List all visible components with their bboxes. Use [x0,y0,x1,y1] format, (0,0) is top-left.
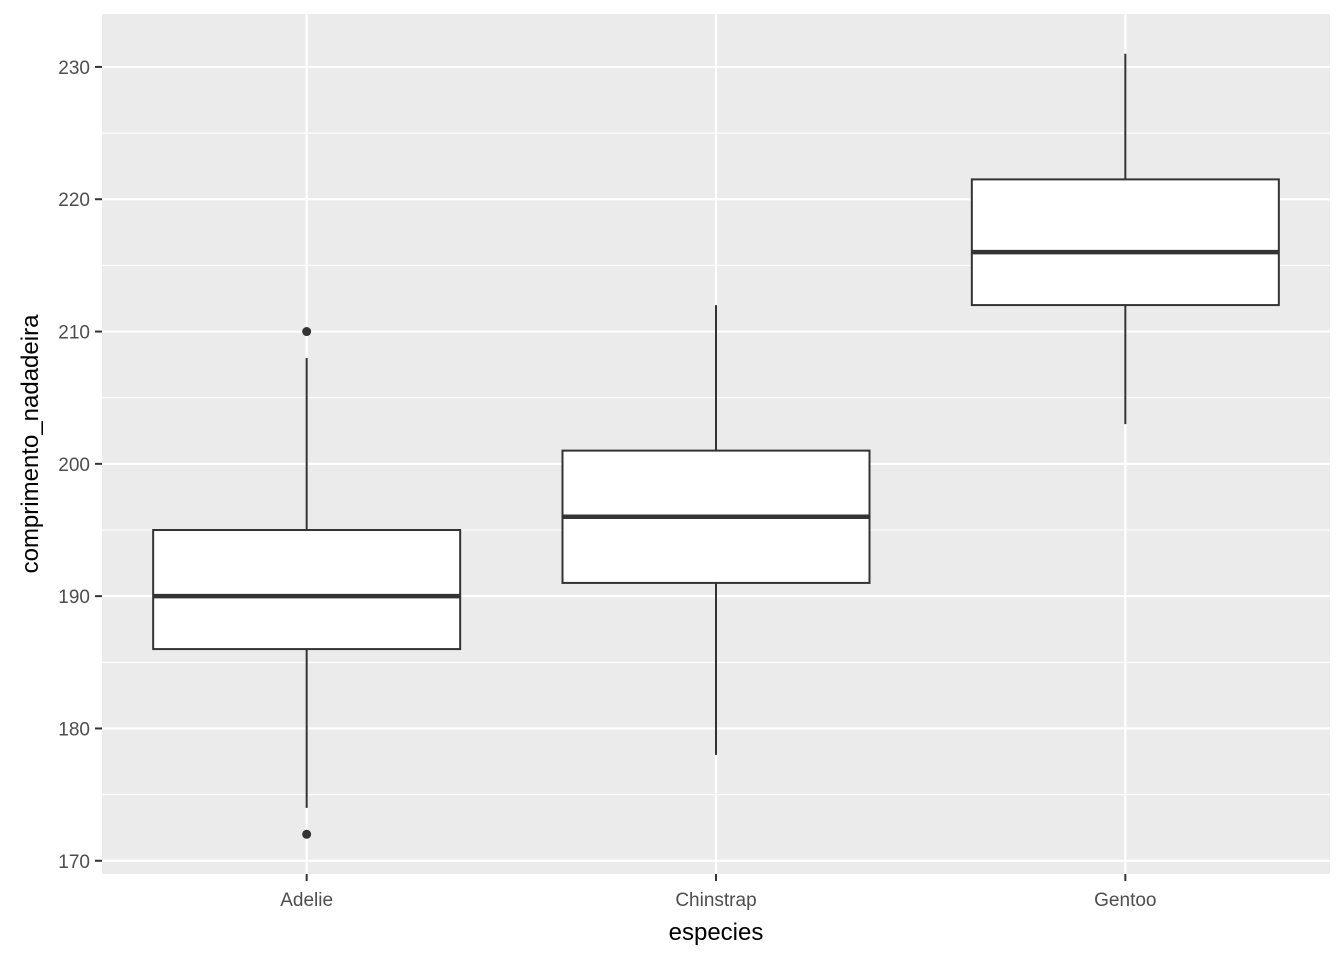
y-tick-label: 190 [58,587,90,608]
y-axis: 170 180 190 200 210 220 230 [58,58,102,873]
y-tick-label: 210 [58,323,90,344]
y-tick-label: 180 [58,719,90,740]
x-tick-label: Gentoo [1094,890,1156,911]
y-tick-label: 230 [58,58,90,79]
y-tick-label: 170 [58,852,90,873]
box-gentoo [970,53,1280,425]
outlier-point [302,327,312,337]
box-chinstrap [561,305,871,755]
y-axis-title: comprimento_nadadeira [17,314,44,573]
boxes [152,53,1280,839]
y-tick-label: 220 [58,190,90,211]
x-axis-title: especies [669,919,764,946]
outlier-point [302,829,312,839]
y-tick-label: 200 [58,455,90,476]
box-iqr [152,529,462,651]
x-tick-label: Adelie [280,890,333,911]
box-iqr [970,178,1280,307]
x-tick-label: Chinstrap [675,890,756,911]
box-adelie [152,327,462,839]
x-axis: Adelie Chinstrap Gentoo [280,874,1156,911]
